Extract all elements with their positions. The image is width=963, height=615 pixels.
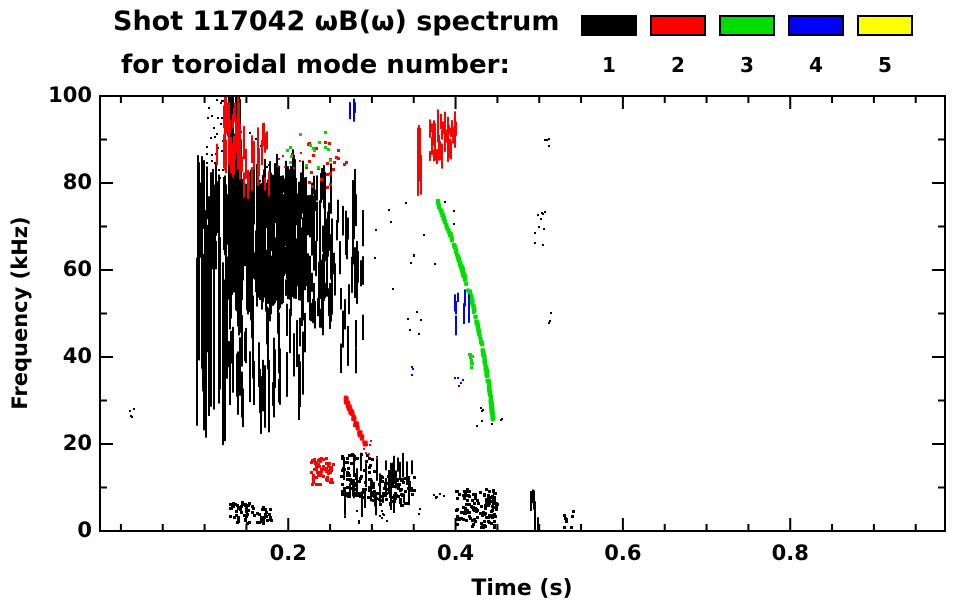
- legend-swatch-3: [719, 15, 775, 36]
- y-tick-label: 80: [62, 170, 92, 194]
- legend-swatch-4: [788, 15, 844, 36]
- legend-number-1: 1: [602, 53, 616, 77]
- x-tick-label: 0.2: [269, 541, 307, 565]
- legend-number-2: 2: [671, 53, 685, 77]
- legend-swatch-2: [650, 15, 706, 36]
- legend-number-5: 5: [878, 53, 892, 77]
- y-tick-label: 20: [62, 431, 92, 455]
- legend-number-4: 4: [809, 53, 823, 77]
- legend-swatch-1: [581, 15, 637, 36]
- y-tick-label: 60: [62, 257, 92, 281]
- x-axis-title: Time (s): [471, 576, 573, 601]
- y-tick-label: 100: [48, 83, 92, 107]
- chart-subtitle: for toroidal mode number:: [121, 50, 510, 80]
- legend-number-3: 3: [740, 53, 754, 77]
- x-tick-label: 0.4: [436, 541, 475, 565]
- legend-swatch-5: [857, 15, 913, 36]
- chart-title: Shot 117042 ωB(ω) spectrum: [113, 6, 560, 37]
- legend-numbers: 1 2 3 4 5: [581, 53, 913, 77]
- legend-swatches: [581, 15, 913, 36]
- x-tick-label: 0.6: [604, 541, 642, 565]
- y-tick-label: 0: [77, 518, 92, 542]
- x-tick-label: 0.8: [771, 541, 809, 565]
- y-axis-title: Frequency (kHz): [8, 216, 32, 410]
- y-tick-label: 40: [62, 344, 92, 368]
